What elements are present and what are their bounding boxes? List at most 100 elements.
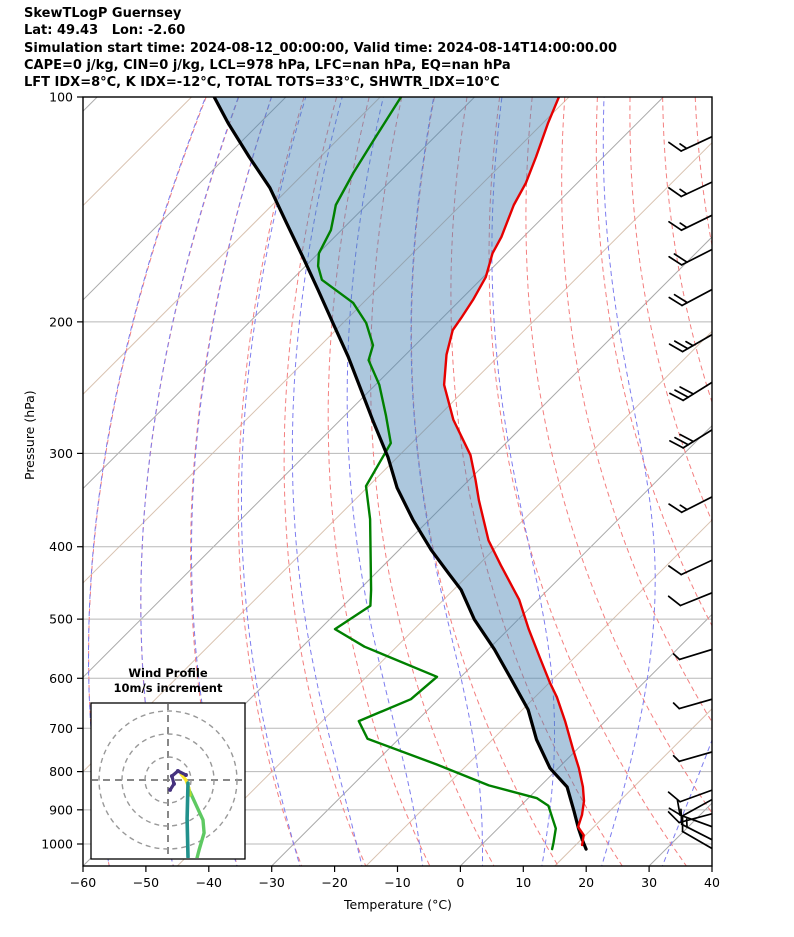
isotherm-major (83, 97, 475, 490)
hodograph-trace (188, 790, 206, 858)
y-tick-label: 400 (49, 539, 73, 554)
y-tick-label: 600 (49, 671, 73, 686)
wind-barb (668, 181, 712, 198)
isotherm-minor (83, 97, 570, 584)
temperature-line (442, 97, 586, 847)
wind-barb (672, 698, 712, 710)
x-tick-label: 10 (515, 875, 531, 890)
wind-barb (668, 214, 712, 232)
y-tick-label: 300 (49, 446, 73, 461)
x-tick-label: 30 (641, 875, 657, 890)
isotherm-minor (83, 97, 381, 395)
dry-adiabat (283, 97, 367, 866)
axes: −60 −50 −40 −30 −20 −10 0 10 20 30 40 100 200 300 400 5… (41, 90, 720, 891)
y-tick-label: 700 (49, 721, 73, 736)
hodograph-trace (185, 781, 190, 858)
isotherm-minor (554, 708, 712, 866)
hodograph-ring (121, 733, 215, 827)
x-tick-label: 20 (578, 875, 594, 890)
stability-index-line: LFT IDX=8°C, K IDX=-12°C, TOTAL TOTS=33°… (24, 75, 500, 90)
wind-barb (669, 429, 712, 449)
isotherm-major (271, 424, 712, 866)
y-axis-label: Pressure (hPa) (22, 390, 37, 480)
figure-title: SkewTLogP Guernsey (24, 6, 182, 21)
dry-adiabat (237, 97, 305, 866)
wind-barb (676, 799, 712, 828)
hodograph-inset (90, 702, 246, 860)
moist-adiabat (491, 97, 555, 866)
wind-barb (668, 559, 712, 576)
dry-adiabat (629, 97, 712, 523)
hodograph-point-marker (183, 772, 188, 777)
moist-adiabat (410, 97, 483, 866)
isotherm-major (83, 97, 664, 679)
y-tick-label: 100 (49, 90, 73, 105)
hodograph-point-marker (171, 781, 176, 786)
dry-adiabat (450, 97, 623, 866)
dry-adiabat (525, 97, 712, 814)
wind-barb (667, 811, 712, 824)
dry-adiabat (694, 97, 712, 249)
wind-barb (680, 808, 712, 841)
y-tick-label: 200 (49, 314, 73, 329)
dry-adiabat (370, 97, 495, 866)
wind-barb (668, 333, 712, 353)
wind-barb (668, 135, 712, 152)
y-tick-label: 1000 (41, 837, 73, 852)
dry-adiabat (327, 97, 431, 866)
simulation-time-line: Simulation start time: 2024-08-12_00:00:… (24, 41, 617, 56)
dry-adiabat (488, 97, 687, 866)
y-tick-label: 900 (49, 802, 73, 817)
wind-barb (668, 248, 712, 266)
x-tick-label: 0 (456, 875, 464, 890)
dry-adiabat (662, 97, 712, 404)
cape-cin-line: CAPE=0 j/kg, CIN=0 j/kg, LCL=978 hPa, LF… (24, 58, 511, 73)
moist-adiabat (191, 97, 273, 866)
y-tick-label: 800 (49, 764, 73, 779)
moist-adiabat (291, 97, 363, 866)
wind-barb (668, 288, 712, 307)
x-tick-label: −30 (259, 875, 285, 890)
dry-adiabat (761, 97, 794, 866)
hodograph-ring (98, 710, 238, 850)
x-tick-label: −20 (321, 875, 347, 890)
isotherm-minor (365, 519, 712, 866)
x-tick-label: −40 (196, 875, 222, 890)
hodograph-point-marker (168, 787, 173, 792)
wind-barb (668, 496, 712, 514)
hodograph-subtitle: 10m/s increment (113, 681, 223, 695)
isotherm-minor (743, 97, 794, 866)
plot-background (83, 90, 794, 869)
x-tick-label: −50 (133, 875, 159, 890)
moist-adiabat (661, 738, 712, 866)
moist-adiabat (601, 97, 656, 866)
dry-adiabat (561, 97, 712, 723)
wind-barbs (667, 135, 712, 850)
hodograph-ring (144, 756, 192, 804)
hodograph-title: Wind Profile (128, 666, 208, 680)
x-tick-label: −10 (384, 875, 410, 890)
dewpoint-line (316, 97, 557, 851)
x-tick-label: 40 (704, 875, 720, 890)
hodograph-point-marker (169, 774, 174, 779)
wind-barb (668, 798, 712, 817)
wind-barb (681, 815, 712, 850)
wind-barb (672, 648, 712, 661)
moist-adiabat (346, 97, 424, 866)
wind-barb (669, 381, 712, 402)
wind-barb (667, 591, 712, 607)
moist-adiabat (241, 97, 307, 866)
wind-barb (672, 751, 712, 763)
isotherm-major (83, 97, 287, 301)
x-axis-label: Temperature (°C) (344, 897, 452, 912)
shaded-area (214, 97, 587, 850)
dry-adiabat (595, 97, 712, 627)
x-tick-label: −60 (70, 875, 96, 890)
hodograph-point-marker (175, 769, 180, 774)
dry-adiabat (728, 97, 794, 866)
latlon-line: Lat: 49.43 Lon: -2.60 (24, 23, 186, 38)
moist-adiabat (722, 90, 794, 869)
isotherm-major (460, 613, 712, 866)
